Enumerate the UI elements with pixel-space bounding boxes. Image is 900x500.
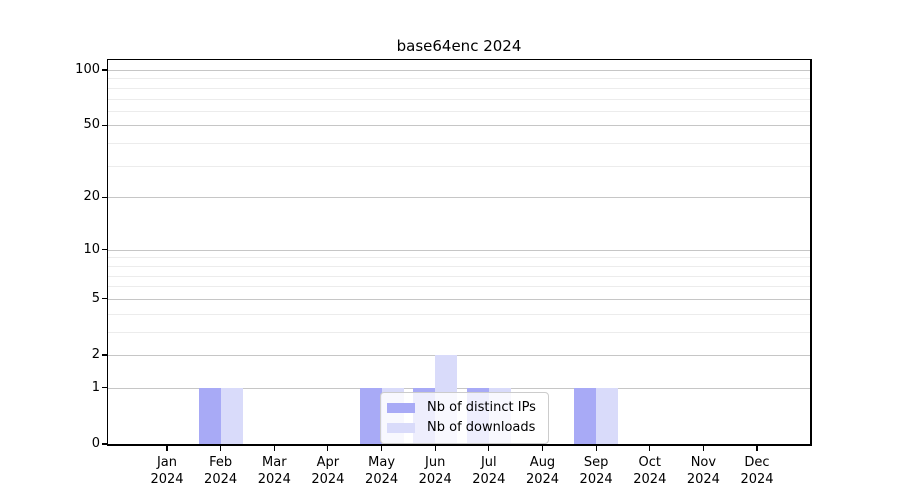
spine-right [810,60,812,446]
minor-gridline-40 [108,143,810,145]
minor-gridline-30 [108,165,810,167]
major-gridline-1 [108,387,810,389]
xtick-label-jun: Jun 2024 [418,455,452,487]
spine-top [106,58,812,60]
minor-gridline-9 [108,257,810,259]
minor-gridline-7 [108,275,810,277]
ytick-label-100: 100 [75,62,100,77]
xtick-mark-oct [649,445,651,451]
xtick-label-sep: Sep 2024 [579,455,613,487]
ytick-label-5: 5 [91,290,100,306]
major-gridline-100 [108,70,810,71]
xtick-label-may: May 2024 [365,455,399,487]
plot-area: 100 50 20 10 5 2 1 0 Jan 2024 Feb 2024 Mar 2024 Apr 20… [75,58,812,487]
xtick-label-feb: Feb 2024 [204,455,238,487]
ytick-mark-20 [101,196,107,198]
legend-label-distinct-ips: Nb of distinct IPs [427,400,536,415]
xtick-label-mar: Mar 2024 [257,455,291,487]
ytick-mark-10 [101,249,107,251]
bar-downloads-feb [220,387,243,444]
ytick-mark-5 [101,298,107,300]
xtick-mark-jul [488,445,490,451]
ytick-label-0: 0 [91,436,100,451]
xtick-label-nov: Nov 2024 [686,455,720,487]
minor-gridline-6 [108,286,810,288]
minor-gridline-60 [108,110,810,112]
legend-entry-downloads: Nb of downloads [387,419,539,436]
xtick-mark-mar [273,445,275,451]
bar-distinct-ips-may [359,387,382,444]
ytick-mark-50 [101,124,107,126]
legend-entry-distinct-ips: Nb of distinct IPs [387,399,539,416]
ytick-label-2: 2 [91,347,100,362]
minor-gridline-3 [108,331,810,333]
major-gridline-5 [108,298,810,300]
xtick-label-apr: Apr 2024 [311,455,345,487]
minor-gridline-4 [108,313,810,315]
chart-title: base64enc 2024 [396,37,522,55]
minor-gridline-70 [108,98,810,100]
major-gridline-2 [108,355,810,356]
ytick-label-10: 10 [83,241,100,257]
xtick-mark-apr [327,445,329,451]
ytick-mark-2 [101,354,107,356]
ytick-mark-100 [101,69,107,71]
ytick-mark-0 [101,443,107,445]
xtick-label-jul: Jul 2024 [472,455,506,487]
ytick-label-1: 1 [91,379,100,395]
xtick-mark-sep [595,445,597,451]
spine-left [106,60,108,446]
xtick-mark-feb [220,445,222,451]
legend-swatch-downloads [387,422,415,433]
minor-gridline-8 [108,265,810,267]
xtick-mark-nov [702,445,704,451]
xtick-mark-jun [434,445,436,451]
major-gridline-20 [108,197,810,199]
xtick-label-oct: Oct 2024 [633,455,667,487]
xtick-mark-aug [541,445,544,451]
legend: Nb of distinct IPs Nb of downloads [380,392,549,444]
xtick-label-jan: Jan 2024 [150,455,184,487]
bar-downloads-sep [596,387,619,444]
ytick-label-20: 20 [83,189,100,205]
xtick-label-dec: Dec 2024 [740,455,774,487]
minor-gridline-80 [108,87,810,89]
xtick-mark-jan [166,445,168,451]
major-gridline-50 [108,125,810,127]
bar-distinct-ips-sep [574,387,597,444]
minor-gridline-90 [108,78,810,80]
legend-swatch-distinct-ips [387,402,415,413]
xtick-mark-dec [756,445,758,451]
ytick-label-50: 50 [83,117,100,133]
bar-distinct-ips-feb [198,387,221,444]
xtick-mark-may [381,445,383,451]
spine-bottom [106,444,812,446]
xtick-label-aug: Aug 2024 [525,455,560,487]
legend-label-downloads: Nb of downloads [427,420,536,435]
major-gridline-10 [108,249,810,251]
ytick-mark-1 [101,387,107,389]
